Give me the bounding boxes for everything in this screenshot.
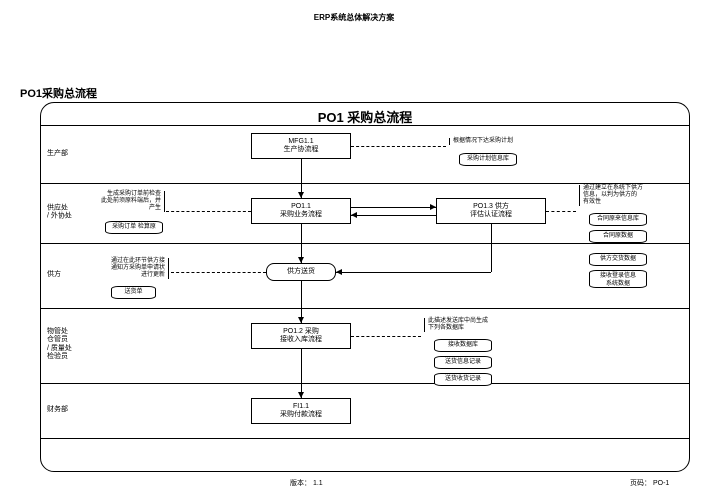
note-po11-l: 生成采购订单前检查此处前须原料端后，并产生 — [99, 191, 165, 212]
ver-value: 1.1 — [313, 480, 323, 487]
arrow-d-icon — [298, 257, 304, 263]
lane-line — [41, 183, 689, 184]
db-d2: 合同原数据 — [589, 230, 647, 243]
lane-line — [41, 308, 689, 309]
db-d5: 接收数据库 — [434, 339, 492, 352]
frame-title: PO1 采购总流程 — [41, 107, 689, 126]
box-po11: PO1.1 采购业务流程 — [251, 198, 351, 224]
box-po11-name: 采购业务流程 — [280, 211, 322, 219]
box-fi-name: 采购付款流程 — [280, 411, 322, 419]
section-title: PO1采购总流程 — [20, 85, 97, 101]
box-po13-name: 评估认证流程 — [470, 211, 512, 219]
box-po12-name: 接收入库流程 — [280, 336, 322, 344]
conn-po11-po13-top — [351, 207, 436, 208]
page-label: 页码： — [630, 480, 651, 487]
dash-po13 — [546, 211, 576, 212]
note-text: 生成采购订单前检查此处前须原料端后，并产生 — [99, 191, 161, 212]
lane-label-fin: 财务部 — [47, 406, 68, 414]
note-mfg-r: 根据情况下达采购计划 — [449, 138, 539, 145]
lane-line — [41, 438, 689, 439]
box-ship-label: 供方送货 — [287, 268, 315, 276]
db-d1: 合同原来信息库 — [589, 213, 647, 226]
footer-version: 版本： 1.1 — [290, 478, 323, 488]
box-ship: 供方送货 — [266, 263, 336, 281]
dash-ship — [171, 272, 266, 273]
box-mfg: MFG1.1 生产协流程 — [251, 133, 351, 159]
note-text: 通过在此环节供方接通知方采购单申请状进行更新 — [99, 258, 165, 279]
db-plan: 采购计划信息库 — [459, 153, 517, 166]
box-po13-code: PO1.3 供方 — [473, 203, 509, 211]
arrow-d-icon — [298, 317, 304, 323]
box-fi-code: FI1.1 — [293, 403, 309, 411]
box-po11-code: PO1.1 — [291, 203, 311, 211]
box-mfg-code: MFG1.1 — [288, 138, 313, 146]
lane-line — [41, 383, 689, 384]
dash-po12 — [351, 336, 421, 337]
dash-po11 — [166, 211, 251, 212]
db-po11: 采购订单 检算原 — [105, 221, 163, 234]
note-po13-r: 通过建立在系统下供方信息，以判为供方的有效性 — [579, 185, 669, 206]
db-d4: 接收登录信息系统数据 — [589, 270, 647, 288]
doc-title: ERP系统总体解决方案 — [0, 12, 708, 23]
footer-page: 页码： PO-1 — [630, 478, 669, 488]
note-text: 此描述发送库中尚生成下列各数据库 — [428, 318, 514, 332]
box-fi: FI1.1 采购付款流程 — [251, 398, 351, 424]
arrow-l-icon — [336, 269, 342, 275]
note-text: 通过建立在系统下供方信息，以判为供方的有效性 — [583, 185, 669, 206]
conn-po11-po13-bot — [351, 215, 436, 216]
lane-label-vendor: 供方 — [47, 271, 61, 279]
db-ship: 送货单 — [111, 286, 156, 299]
lane-label-wh: 物管处仓管员/ 质量处检验员 — [47, 328, 72, 362]
lane-label-prod: 生产部 — [47, 150, 68, 158]
arrow-l-icon — [351, 212, 357, 218]
box-po13: PO1.3 供方 评估认证流程 — [436, 198, 546, 224]
box-mfg-name: 生产协流程 — [284, 146, 319, 154]
lane-label-supply: 供应处/ 外协处 — [47, 205, 72, 222]
conn-po13-down — [491, 224, 492, 272]
conn-po12-fi — [301, 349, 302, 398]
note-text: 根据情况下达采购计划 — [453, 138, 539, 145]
arrow-d-icon — [298, 392, 304, 398]
ver-label: 版本： — [290, 480, 311, 487]
page-value: PO-1 — [653, 480, 669, 487]
arrow-r-icon — [430, 204, 436, 210]
box-po12: PO1.2 采购 接收入库流程 — [251, 323, 351, 349]
db-d3: 供方交货数据 — [589, 253, 647, 266]
conn-po13-left — [336, 272, 491, 273]
flow-frame: PO1 采购总流程 生产部 供应处/ 外协处 供方 物管处仓管员/ 质量处检验员… — [40, 102, 690, 472]
lane-line — [41, 243, 689, 244]
note-ship-l: 通过在此环节供方接通知方采购单申请状进行更新 — [99, 258, 169, 279]
arrow-d-icon — [298, 192, 304, 198]
box-po12-code: PO1.2 采购 — [283, 328, 319, 336]
db-d6: 送货信息记录 — [434, 356, 492, 369]
lane-line — [41, 125, 689, 126]
db-d7: 送货收货记录 — [434, 373, 492, 386]
note-po12-r: 此描述发送库中尚生成下列各数据库 — [424, 318, 514, 332]
dash-mfg — [351, 146, 446, 147]
